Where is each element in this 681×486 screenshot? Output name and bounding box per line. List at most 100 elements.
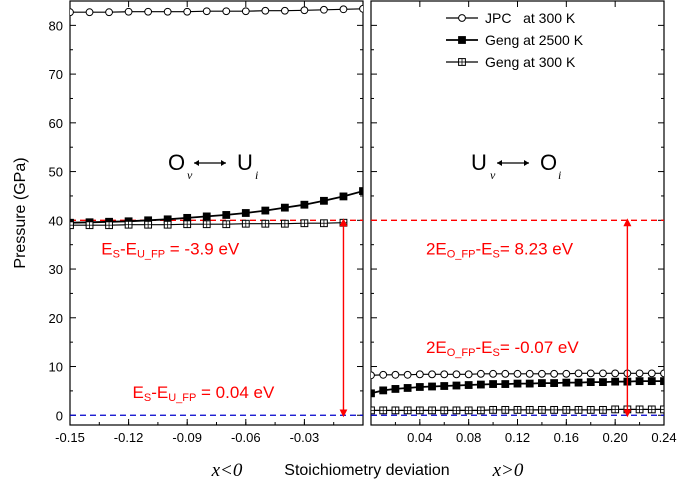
energy-annotation: ES-EU_FP = 0.04 eV <box>133 383 275 404</box>
legend-label: JPC at 300 K <box>485 10 576 26</box>
data-point <box>222 7 231 16</box>
x-tick-label: 0.24 <box>651 430 676 445</box>
data-point <box>261 219 270 228</box>
x-axis-left-label: x<0 <box>211 460 243 481</box>
data-point <box>391 406 400 415</box>
data-point <box>144 7 153 16</box>
data-point <box>163 220 172 229</box>
data-point <box>501 380 510 388</box>
annotation-text: = 8.23 eV <box>500 239 574 258</box>
data-point <box>371 389 375 398</box>
data-point <box>339 5 348 14</box>
data-point <box>586 378 595 387</box>
data-point <box>574 405 583 414</box>
data-point <box>85 221 94 230</box>
y-tick-label: 10 <box>49 360 63 375</box>
annotation-text: -E <box>475 338 492 357</box>
annotation-subscript: S <box>113 249 120 261</box>
data-point <box>562 405 571 414</box>
data-point <box>660 377 664 386</box>
data-point <box>525 379 534 388</box>
data-point <box>320 196 328 205</box>
data-point <box>241 7 250 16</box>
data-point <box>339 192 348 201</box>
data-point <box>320 5 328 14</box>
data-point <box>391 385 400 393</box>
data-point <box>562 378 571 387</box>
annotation-subscript: O_FP <box>447 249 476 261</box>
data-point <box>464 406 473 415</box>
data-point <box>202 7 211 16</box>
data-point <box>403 370 412 379</box>
annotation-subscript: S <box>492 347 499 359</box>
data-point <box>300 6 309 15</box>
data-point <box>525 405 534 414</box>
data-point <box>428 406 436 415</box>
legend-label: Geng at 2500 K <box>485 32 584 48</box>
data-point <box>202 212 211 221</box>
data-point <box>464 370 473 379</box>
transition-arrow-head <box>497 160 502 166</box>
data-point <box>415 383 424 391</box>
x-tick-label: 0.08 <box>456 430 481 445</box>
annotation-text: = 0.04 eV <box>196 383 275 402</box>
data-point <box>574 378 583 387</box>
data-point <box>300 219 309 228</box>
data-point <box>391 370 400 379</box>
data-point <box>222 220 231 229</box>
data-point <box>550 379 559 387</box>
data-point <box>489 380 497 388</box>
data-point <box>70 8 74 17</box>
data-point <box>105 8 113 17</box>
legend-label: Geng at 300 K <box>485 54 576 70</box>
y-tick-label: 70 <box>49 67 63 82</box>
x-tick-label: 0.16 <box>554 430 579 445</box>
data-point <box>163 7 172 16</box>
data-point <box>647 369 656 378</box>
data-point <box>574 369 583 378</box>
energy-annotation: ES-EU_FP = -3.9 eV <box>101 239 240 260</box>
transition-arrow-head <box>221 160 226 166</box>
transition-from-sub: v <box>490 168 496 182</box>
data-point <box>379 406 388 415</box>
data-point <box>538 405 546 414</box>
data-point <box>124 220 133 229</box>
annotation-text: E <box>101 239 112 258</box>
data-point <box>415 406 424 415</box>
data-point <box>144 220 153 229</box>
data-point <box>440 406 449 415</box>
transition-from-sub: v <box>187 168 193 182</box>
data-point <box>183 220 192 229</box>
data-point <box>452 381 461 390</box>
y-tick-label: 80 <box>49 18 63 33</box>
data-point <box>489 369 497 378</box>
annotation-text: 2E <box>426 239 447 258</box>
data-point <box>635 369 644 378</box>
annotation-text: = -3.9 eV <box>165 239 240 258</box>
data-point <box>300 200 309 209</box>
data-point <box>403 384 412 392</box>
annotation-text: -E <box>120 239 137 258</box>
data-point <box>70 221 74 230</box>
series-group <box>371 369 664 415</box>
x-tick-label: 0.20 <box>603 430 628 445</box>
data-point <box>440 370 449 379</box>
x-tick-label: 0.12 <box>505 430 530 445</box>
data-point <box>647 405 656 414</box>
data-point <box>403 406 412 415</box>
data-point <box>635 377 644 386</box>
data-point <box>550 369 559 378</box>
data-point <box>647 377 656 386</box>
data-point <box>611 369 620 378</box>
legend-marker <box>458 14 466 22</box>
data-point <box>513 369 522 378</box>
data-point <box>501 369 510 378</box>
data-point <box>501 405 510 414</box>
data-point <box>371 371 375 380</box>
x-tick-label: 0.04 <box>407 430 432 445</box>
data-point <box>635 405 644 414</box>
